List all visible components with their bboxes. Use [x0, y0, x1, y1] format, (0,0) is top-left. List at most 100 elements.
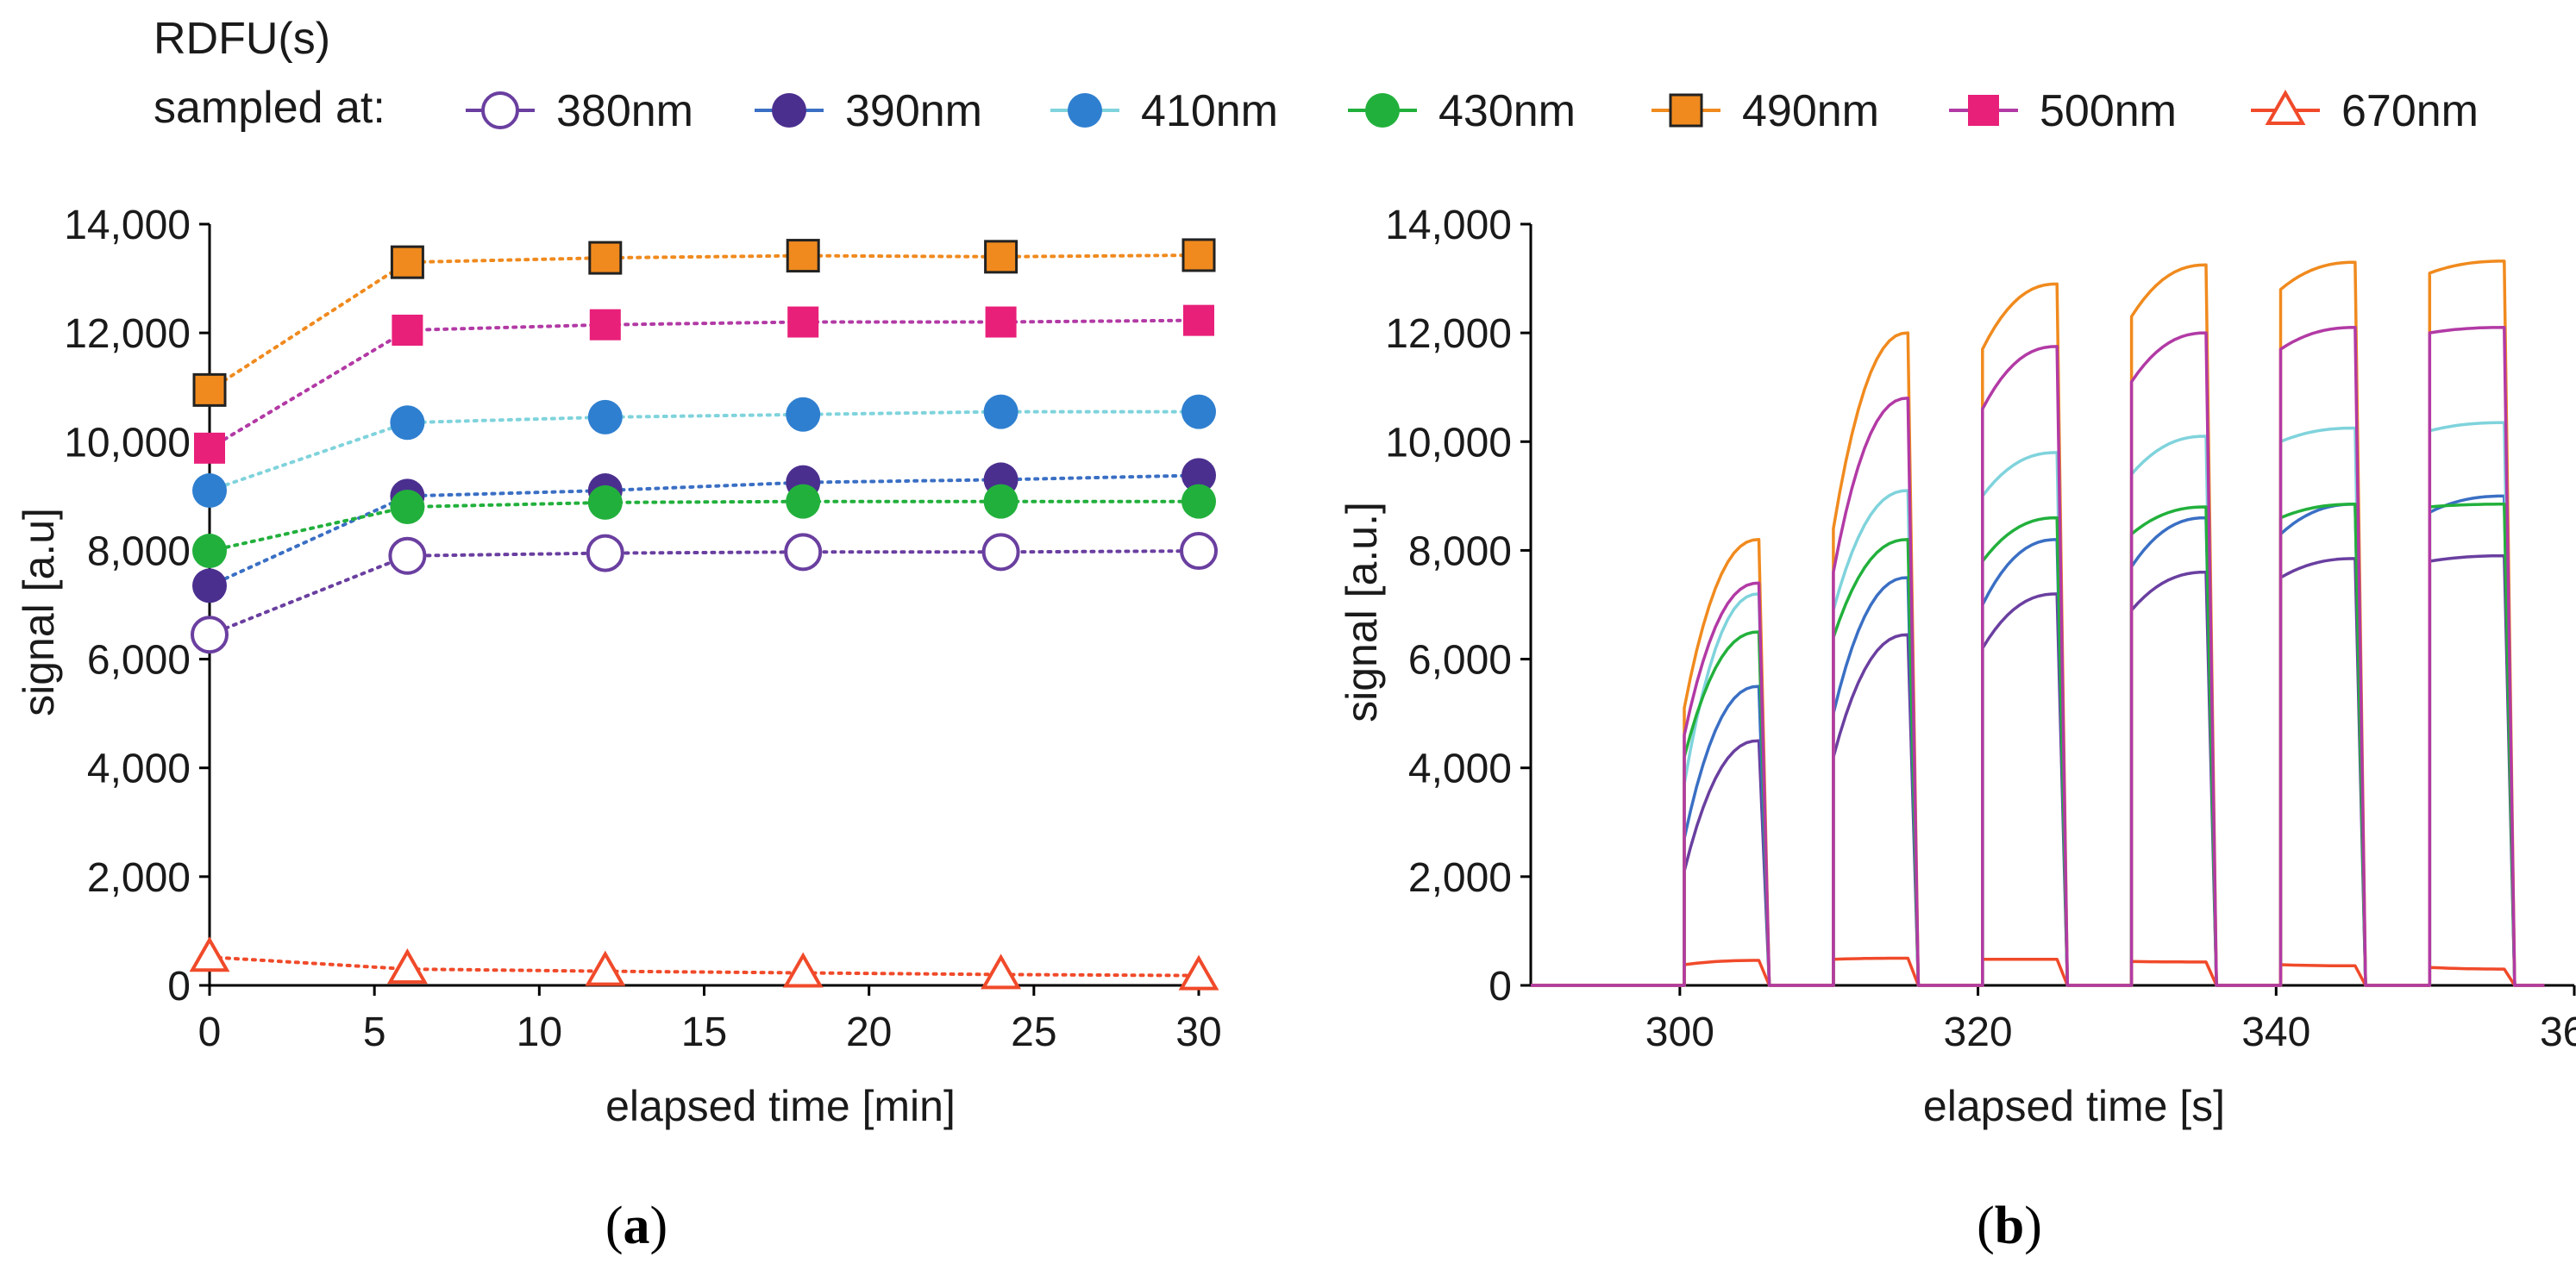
series-430nm [192, 484, 1216, 569]
chart-a-xtick-label: 25 [1011, 1010, 1056, 1055]
chart-a-xtick-label: 15 [681, 1010, 727, 1055]
legend-label: 430nm [1438, 86, 1576, 136]
legend-marker-square [1968, 95, 1999, 126]
chart-b-series [1531, 259, 2545, 987]
data-point-380nm [191, 616, 229, 654]
chart-a-ytick-label: 12,000 [64, 311, 191, 357]
chart-b-ytick-label: 8,000 [1408, 528, 1512, 574]
chart-b-xlabel: elapsed time [s] [1923, 1082, 2225, 1130]
legend-item-500nm: 500nm [1949, 86, 2177, 136]
data-point-380nm [1180, 532, 1218, 571]
chart-a-ytick-label: 4,000 [87, 747, 191, 792]
chart-b-ytick-label: 0 [1489, 964, 1512, 1010]
chart-b-xtick-label: 340 [2241, 1010, 2310, 1055]
legend-title-line1: RDFU(s) [154, 14, 330, 64]
data-point-500nm [392, 314, 423, 346]
chart-b-ytick-label: 14,000 [1385, 203, 1512, 248]
series-line-410nm [208, 409, 1200, 492]
data-point-500nm [985, 306, 1017, 338]
data-point-500nm [787, 306, 819, 338]
legend-marker-circle [1365, 93, 1400, 128]
data-point-410nm [587, 399, 623, 434]
chart-b-xtick-label: 320 [1944, 1010, 2013, 1055]
chart-a-xtick-label: 10 [517, 1010, 562, 1055]
data-point-430nm [786, 484, 821, 519]
legend-marker-circle [1068, 93, 1102, 128]
legend-label: 500nm [2040, 86, 2177, 136]
series-line-380nm [208, 549, 1200, 637]
series-line-500nm [208, 318, 1200, 450]
legend-marker-circle-open [481, 91, 519, 129]
data-point-410nm [983, 394, 1018, 429]
chart-b-axes: 0 2,000 4,000 6,000 8,000 10,000 12,000 14,000 3… [1385, 203, 2576, 1055]
series-380nm [191, 532, 1218, 654]
chart-b-xtick-label: 360 [2540, 1010, 2576, 1055]
data-point-430nm [1181, 484, 1216, 519]
chart-a-ytick-label: 0 [167, 964, 191, 1010]
series-line-670nm [208, 955, 1200, 978]
data-point-500nm [589, 309, 621, 341]
data-point-380nm [981, 533, 1020, 572]
series-410nm [192, 394, 1216, 509]
series-670nm [189, 936, 1219, 991]
chart-a-xtick-label: 0 [198, 1010, 222, 1055]
chart-b-panel-label: (b) [1977, 1197, 2042, 1255]
data-point-390nm [192, 568, 227, 603]
chart-a-ylabel: signal [a.u] [15, 508, 63, 716]
data-point-430nm [587, 484, 623, 520]
legend-marker-square [1669, 93, 1703, 128]
chart-a-xtick-label: 30 [1175, 1010, 1221, 1055]
chart-b-ytick-label: 4,000 [1408, 747, 1512, 792]
chart-a-series [189, 238, 1219, 991]
data-point-490nm [192, 372, 227, 407]
chart-a-xlabel: elapsed time [min] [605, 1082, 956, 1130]
data-point-500nm [1183, 304, 1214, 336]
chart-b-ytick-label: 10,000 [1385, 420, 1512, 466]
legend-title-line2: sampled at: [154, 83, 385, 133]
data-point-490nm [390, 245, 424, 279]
legend-item-490nm: 490nm [1652, 86, 1879, 136]
chart-a-ytick-label: 2,000 [87, 855, 191, 901]
data-point-380nm [586, 534, 624, 572]
chart-panel-b: 0 2,000 4,000 6,000 8,000 10,000 12,000 14,000 3… [1338, 203, 2576, 1255]
chart-b-ytick-label: 6,000 [1408, 638, 1512, 684]
series-line-500nm [1531, 326, 2545, 987]
data-point-490nm [984, 240, 1018, 274]
data-point-430nm [192, 534, 227, 569]
chart-a-axes: 0 2,000 4,000 6,000 8,000 10,000 12,000 14,000 0… [64, 203, 1222, 1055]
legend-label: 390nm [845, 86, 982, 136]
series-line-390nm [208, 473, 1200, 588]
legend-marker-triangle-open [2265, 89, 2306, 125]
legend-item-670nm: 670nm [2251, 86, 2479, 136]
data-point-390nm [1181, 458, 1216, 493]
data-point-430nm [390, 489, 425, 524]
chart-a-ytick-label: 10,000 [64, 420, 191, 466]
data-point-490nm [1181, 238, 1216, 272]
legend-label: 380nm [556, 86, 693, 136]
series-490nm [192, 238, 1216, 407]
data-point-380nm [784, 533, 823, 572]
legend-marker-circle [772, 93, 806, 128]
chart-a-xtick-label: 20 [846, 1010, 892, 1055]
legend-label: 670nm [2341, 86, 2479, 136]
data-point-670nm [189, 936, 230, 972]
chart-b-ylabel: signal [a.u.] [1338, 502, 1386, 722]
series-line-490nm [208, 253, 1200, 392]
data-point-380nm [388, 536, 427, 575]
chart-a-ytick-label: 8,000 [87, 528, 191, 574]
series-line-430nm [208, 499, 1200, 553]
series-500nm [194, 304, 1214, 464]
legend-item-430nm: 430nm [1348, 86, 1576, 136]
data-point-410nm [192, 473, 227, 509]
data-point-670nm [981, 953, 1022, 990]
data-point-500nm [194, 432, 225, 464]
data-point-490nm [786, 239, 820, 273]
data-point-410nm [1181, 394, 1216, 429]
data-point-410nm [390, 405, 425, 441]
legend-item-380nm: 380nm [466, 86, 693, 136]
chart-b-xtick-label: 300 [1645, 1010, 1714, 1055]
data-point-670nm [1178, 954, 1219, 991]
chart-a-ytick-label: 14,000 [64, 203, 191, 248]
chart-a-panel-label: (a) [605, 1197, 668, 1255]
chart-panel-a: 0 2,000 4,000 6,000 8,000 10,000 12,000 14,000 0… [15, 203, 1222, 1255]
